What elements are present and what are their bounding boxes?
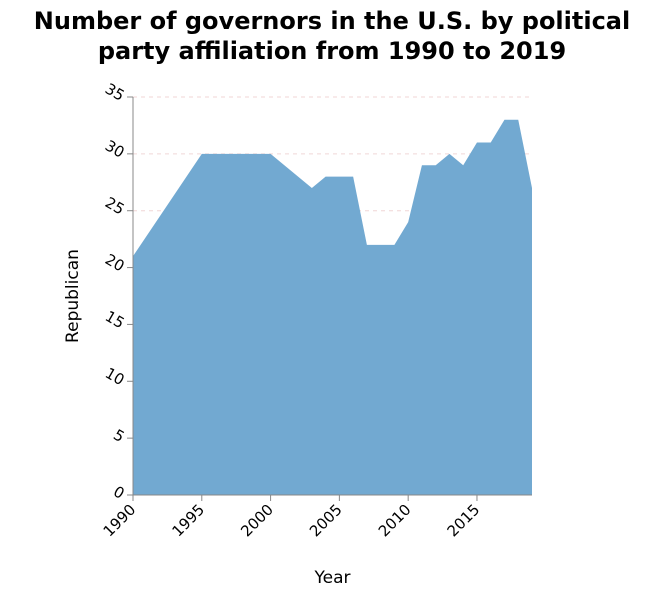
area-series	[133, 119, 532, 495]
x-axis-title: Year	[314, 568, 351, 588]
chart-title: Number of governors in the U.S. by polit…	[0, 6, 664, 66]
y-tick-label-35: 35	[102, 80, 128, 105]
x-tick-label-2000: 2000	[237, 501, 277, 541]
y-tick-label-0: 0	[110, 482, 127, 502]
y-tick-label-20: 20	[102, 250, 128, 275]
y-axis-title: Republican	[63, 249, 83, 343]
x-tick-label-2015: 2015	[444, 501, 484, 541]
y-tick-label-25: 25	[102, 193, 128, 218]
chart-title-line-1: Number of governors in the U.S. by polit…	[33, 7, 631, 35]
x-tick-label-1990: 1990	[100, 501, 140, 541]
x-tick-label-2010: 2010	[375, 501, 415, 541]
republican-area	[133, 119, 532, 495]
y-tick-label-5: 5	[110, 426, 127, 446]
y-tick-label-15: 15	[102, 307, 128, 332]
chart-title-line-2: party affiliation from 1990 to 2019	[97, 37, 567, 65]
y-tick-label-30: 30	[102, 137, 128, 162]
x-tick-label-1995: 1995	[168, 501, 208, 541]
y-tick-label-10: 10	[102, 364, 128, 389]
x-tick-label-2005: 2005	[306, 501, 346, 541]
